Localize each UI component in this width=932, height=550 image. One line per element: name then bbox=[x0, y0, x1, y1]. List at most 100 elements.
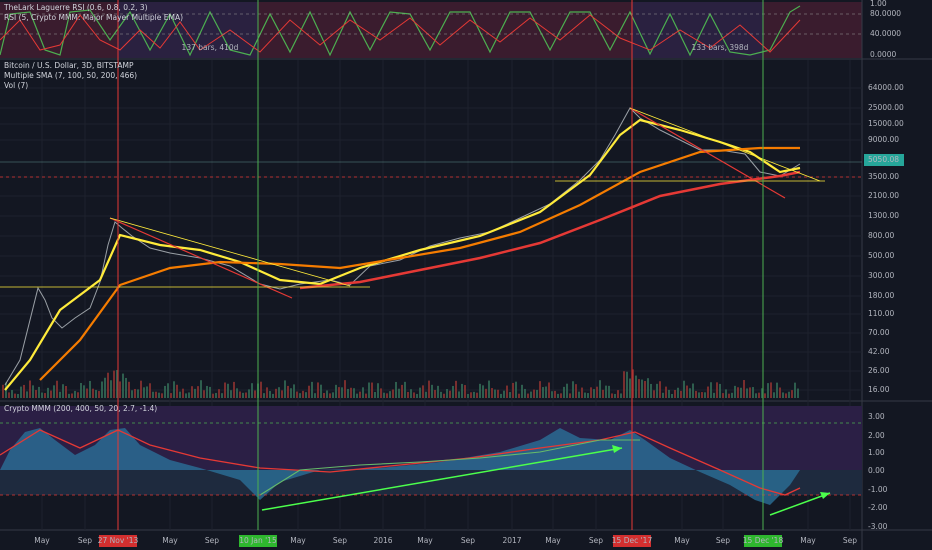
volume-bar bbox=[752, 387, 754, 398]
volume-bar bbox=[203, 390, 205, 398]
volume-bar bbox=[407, 391, 409, 398]
pane-title: Vol (7) bbox=[4, 81, 28, 90]
volume-bar bbox=[434, 389, 436, 398]
volume-bar bbox=[329, 393, 331, 398]
axis-label: -2.00 bbox=[868, 503, 888, 512]
volume-bar bbox=[284, 380, 286, 398]
volume-bar bbox=[713, 392, 715, 398]
volume-bar bbox=[170, 393, 172, 398]
volume-bar bbox=[173, 381, 175, 398]
volume-bar bbox=[161, 393, 163, 398]
volume-bar bbox=[377, 383, 379, 398]
volume-bar bbox=[53, 385, 55, 398]
volume-bar bbox=[323, 392, 325, 398]
volume-bar bbox=[236, 388, 238, 398]
volume-bar bbox=[569, 393, 571, 398]
time-label: Sep bbox=[843, 536, 857, 545]
volume-bar bbox=[302, 390, 304, 398]
axis-label: 5050.08 bbox=[868, 155, 899, 164]
volume-bar bbox=[365, 393, 367, 398]
volume-bar bbox=[293, 384, 295, 398]
axis-label: 500.00 bbox=[868, 251, 894, 260]
time-label: May bbox=[162, 536, 178, 545]
mmm-ema bbox=[259, 439, 640, 496]
volume-bar bbox=[131, 390, 133, 398]
volume-bar bbox=[275, 388, 277, 398]
volume-bar bbox=[80, 382, 82, 398]
volume-bar bbox=[551, 391, 553, 398]
pane-title: Crypto MMM (200, 400, 50, 20, 2.7, -1.4) bbox=[4, 404, 157, 413]
volume-bar bbox=[479, 383, 481, 398]
axis-label: 3500.00 bbox=[868, 172, 899, 181]
volume-bar bbox=[548, 382, 550, 398]
laguerre-rsi bbox=[0, 5, 801, 57]
volume-bar bbox=[746, 388, 748, 398]
volume-bar bbox=[545, 386, 547, 398]
volume-bar bbox=[482, 385, 484, 398]
volume-bar bbox=[245, 392, 247, 398]
axis-label: 110.00 bbox=[868, 309, 894, 318]
volume-bar bbox=[773, 392, 775, 398]
volume-bar bbox=[416, 393, 418, 398]
bars-annotation: 133 bars, 398d bbox=[692, 43, 749, 52]
volume-bar bbox=[788, 391, 790, 398]
time-label: May bbox=[800, 536, 816, 545]
volume-bar bbox=[755, 393, 757, 398]
volume-bar bbox=[527, 393, 529, 398]
volume-bar bbox=[287, 385, 289, 398]
volume-bar bbox=[503, 390, 505, 398]
volume-bar bbox=[593, 389, 595, 398]
volume-bar bbox=[710, 382, 712, 398]
time-label: 15 Dec '18 bbox=[743, 536, 784, 545]
volume-bar bbox=[281, 390, 283, 398]
pane-title: TheLark Laguerre RSI (0.6, 0.8, 0.2, 3) bbox=[3, 3, 148, 12]
volume-bar bbox=[590, 387, 592, 398]
volume-bar bbox=[368, 382, 370, 398]
axis-label: 2.00 bbox=[868, 431, 885, 440]
volume-bar bbox=[536, 389, 538, 398]
volume-bar bbox=[194, 388, 196, 398]
rsi-zone bbox=[118, 2, 258, 58]
volume-bar bbox=[497, 389, 499, 398]
volume-bar bbox=[158, 392, 160, 398]
volume-bar bbox=[389, 391, 391, 398]
axis-label: 15000.00 bbox=[868, 119, 904, 128]
volume-bar bbox=[680, 390, 682, 398]
volume-bar bbox=[233, 381, 235, 398]
volume-bar bbox=[326, 390, 328, 398]
volume-bar bbox=[164, 385, 166, 398]
volume-bar bbox=[278, 387, 280, 398]
volume-bar bbox=[518, 393, 520, 398]
volume-bar bbox=[155, 391, 157, 398]
volume-bar bbox=[353, 388, 355, 398]
time-label: 10 Jan '15 bbox=[239, 536, 277, 545]
volume-bar bbox=[335, 384, 337, 398]
volume-bar bbox=[197, 386, 199, 398]
volume-bar bbox=[371, 382, 373, 398]
time-label: Sep bbox=[205, 536, 219, 545]
time-label: 15 Dec '17 bbox=[612, 536, 653, 545]
volume-bar bbox=[443, 393, 445, 398]
volume-bar bbox=[716, 382, 718, 398]
volume-bar bbox=[224, 382, 226, 398]
volume-bar bbox=[761, 388, 763, 398]
volume-bar bbox=[101, 381, 103, 398]
volume-bar bbox=[263, 393, 265, 398]
volume-bar bbox=[296, 391, 298, 398]
axis-label: 1300.00 bbox=[868, 211, 899, 220]
volume-bar bbox=[95, 389, 97, 398]
volume-bar bbox=[776, 382, 778, 398]
volume-bar bbox=[554, 390, 556, 398]
volume-bar bbox=[227, 383, 229, 398]
volume-bar bbox=[71, 393, 73, 398]
pane-title: RSI (5, Crypto MMM: Major Mayer Multiple… bbox=[4, 13, 183, 22]
volume-bar bbox=[362, 387, 364, 398]
volume-bar bbox=[215, 392, 217, 398]
sma-200 bbox=[39, 146, 800, 381]
volume-bar bbox=[83, 385, 85, 398]
volume-bar bbox=[446, 389, 448, 398]
volume-bar bbox=[398, 388, 400, 398]
volume-bar bbox=[530, 391, 532, 398]
volume-bar bbox=[689, 388, 691, 398]
